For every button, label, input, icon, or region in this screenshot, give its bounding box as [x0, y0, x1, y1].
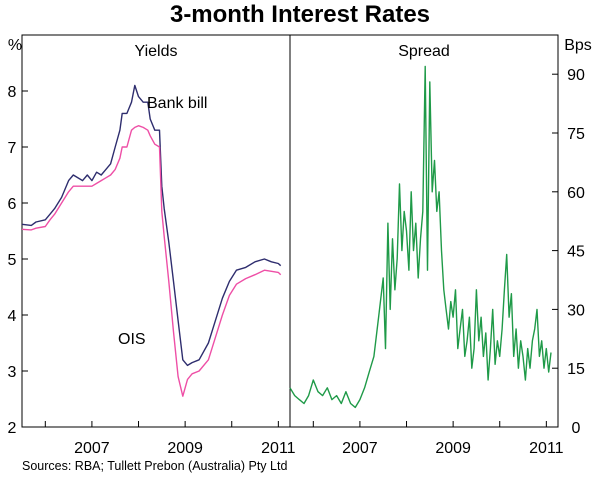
x-axis: 2007 2009 2011 2007 2009 2011: [44, 421, 564, 457]
ois-line: [21, 124, 282, 397]
bank-bill-label: Bank bill: [147, 95, 207, 112]
source-note: Sources: RBA; Tullett Prebon (Australia)…: [22, 459, 287, 473]
right-tick-label: 0: [572, 420, 581, 437]
bank-bill-line: [21, 84, 282, 367]
x-tick-label: 2007: [342, 440, 378, 457]
x-tick-label: 2011: [529, 440, 564, 457]
left-tick-label: 4: [8, 308, 17, 325]
right-tick-label: 90: [567, 67, 585, 84]
right-tick-label: 75: [567, 126, 585, 143]
left-tick-label: 6: [8, 196, 17, 213]
left-y-axis: 2 3 4 5 6 7 8: [8, 84, 28, 437]
right-tick-label: 45: [567, 244, 585, 261]
x-tick-label: 2011: [261, 440, 296, 457]
left-tick-label: 7: [8, 140, 17, 157]
left-tick-label: 2: [8, 420, 17, 437]
yields-panel-title: Yields: [135, 43, 178, 60]
left-tick-label: 3: [8, 364, 17, 381]
series-layer: [21, 65, 552, 409]
right-y-axis: 0 15 30 45 60 75 90: [552, 67, 585, 437]
right-tick-label: 15: [567, 361, 585, 378]
chart-title: 3-month Interest Rates: [170, 1, 430, 28]
right-tick-label: 60: [567, 185, 585, 202]
spread-panel-title: Spread: [398, 43, 450, 60]
right-tick-label: 30: [567, 302, 585, 319]
right-axis-unit-label: Bps: [564, 37, 592, 54]
left-tick-label: 8: [8, 84, 17, 101]
left-axis-unit-label: %: [8, 37, 22, 54]
x-tick-label: 2009: [167, 440, 203, 457]
left-tick-label: 5: [8, 252, 17, 269]
ois-label: OIS: [118, 331, 146, 348]
spread-line: [289, 65, 552, 409]
x-tick-label: 2009: [435, 440, 471, 457]
x-tick-label: 2007: [74, 440, 110, 457]
